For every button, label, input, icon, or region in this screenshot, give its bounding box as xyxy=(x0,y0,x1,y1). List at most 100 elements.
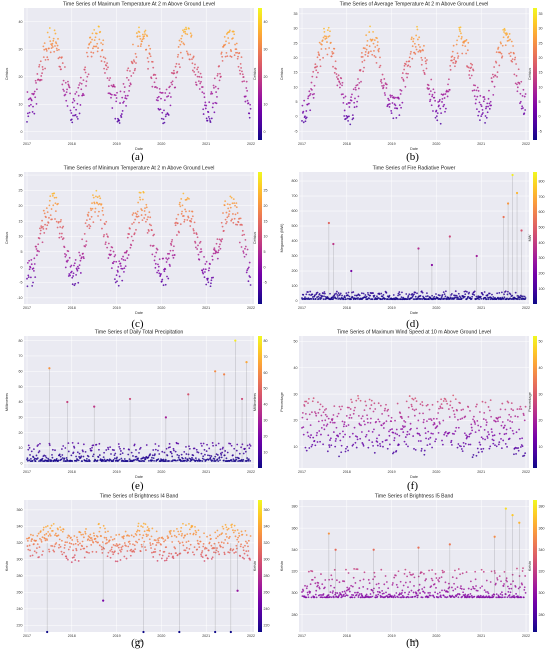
data-point xyxy=(515,74,518,77)
data-point xyxy=(506,580,508,583)
chart-svg-a: Time Series of Maximum Temperature At 2 … xyxy=(5,2,268,152)
data-point xyxy=(331,418,334,420)
data-point xyxy=(438,591,441,594)
data-point xyxy=(442,291,445,294)
data-point xyxy=(110,84,113,87)
data-point xyxy=(517,587,520,590)
data-point xyxy=(521,94,524,97)
spike-point xyxy=(214,370,217,373)
data-point xyxy=(395,592,398,594)
data-point xyxy=(360,596,362,599)
data-point xyxy=(34,460,37,462)
y-tick-label: 340 xyxy=(292,548,298,552)
data-point xyxy=(522,107,524,109)
data-point xyxy=(118,119,121,122)
data-point xyxy=(236,223,239,226)
data-point xyxy=(224,523,227,526)
data-point xyxy=(54,532,57,535)
data-point xyxy=(187,459,190,462)
data-point xyxy=(190,35,193,38)
data-point xyxy=(345,114,348,117)
data-point xyxy=(304,400,306,403)
spike-point xyxy=(48,367,51,370)
data-point xyxy=(233,524,236,527)
data-point xyxy=(55,458,58,460)
data-point xyxy=(43,212,46,215)
data-point xyxy=(473,95,476,98)
colorbar-label: Celsius xyxy=(253,232,257,245)
data-point xyxy=(28,105,31,107)
data-point xyxy=(353,106,356,109)
data-point xyxy=(185,210,187,213)
data-point xyxy=(149,544,152,546)
data-point xyxy=(310,81,313,84)
data-point xyxy=(122,259,125,261)
data-point xyxy=(336,294,339,296)
data-point xyxy=(460,448,463,450)
data-point xyxy=(247,102,250,104)
data-point xyxy=(222,212,224,214)
data-point xyxy=(392,117,395,120)
colorbar-tick-label: 20 xyxy=(264,434,268,438)
data-point xyxy=(143,210,146,212)
data-point xyxy=(135,228,137,231)
data-point xyxy=(149,47,152,50)
data-point xyxy=(457,596,460,599)
data-point xyxy=(43,533,46,536)
data-point xyxy=(365,404,368,407)
data-point xyxy=(441,294,444,296)
data-point xyxy=(111,550,114,553)
data-point xyxy=(342,436,345,438)
data-point xyxy=(135,455,138,458)
data-point xyxy=(447,591,449,593)
data-point xyxy=(44,539,47,542)
data-point xyxy=(456,298,458,301)
y-tick-label: 30 xyxy=(19,416,23,420)
data-point xyxy=(323,30,326,33)
x-tick-label: 2018 xyxy=(343,306,351,310)
colorbar-tick-label: 280 xyxy=(539,613,545,617)
data-point xyxy=(79,254,81,257)
data-point xyxy=(461,572,464,575)
y-tick-label: 5 xyxy=(296,100,298,104)
data-point xyxy=(468,74,471,76)
data-point xyxy=(413,414,416,417)
data-point xyxy=(116,270,119,273)
data-point xyxy=(486,435,489,438)
data-point xyxy=(245,550,248,553)
data-point xyxy=(342,96,345,99)
data-point xyxy=(307,596,310,599)
data-point xyxy=(173,534,176,537)
data-point xyxy=(239,62,242,65)
data-point xyxy=(365,433,368,436)
data-point xyxy=(65,555,68,558)
data-point xyxy=(128,540,131,543)
data-point xyxy=(189,543,192,546)
data-point xyxy=(471,63,474,66)
data-point xyxy=(409,53,412,55)
data-point xyxy=(107,236,109,238)
data-point xyxy=(105,64,108,67)
data-point xyxy=(227,215,230,218)
data-point xyxy=(107,242,110,245)
data-point xyxy=(407,586,409,589)
data-point xyxy=(247,280,250,283)
data-point xyxy=(28,111,31,114)
data-point xyxy=(499,593,502,595)
data-point xyxy=(305,110,308,112)
data-point xyxy=(65,99,68,102)
data-point xyxy=(60,529,62,532)
data-point xyxy=(240,56,243,59)
data-point xyxy=(32,267,35,270)
data-point xyxy=(37,451,40,454)
data-point xyxy=(126,550,129,552)
data-point xyxy=(476,420,479,422)
data-point xyxy=(463,588,465,591)
data-point xyxy=(483,98,486,101)
data-point xyxy=(230,196,233,199)
data-point xyxy=(45,49,48,52)
data-point xyxy=(350,96,353,99)
data-point xyxy=(78,452,81,455)
data-point xyxy=(213,458,216,460)
data-point xyxy=(48,216,50,219)
